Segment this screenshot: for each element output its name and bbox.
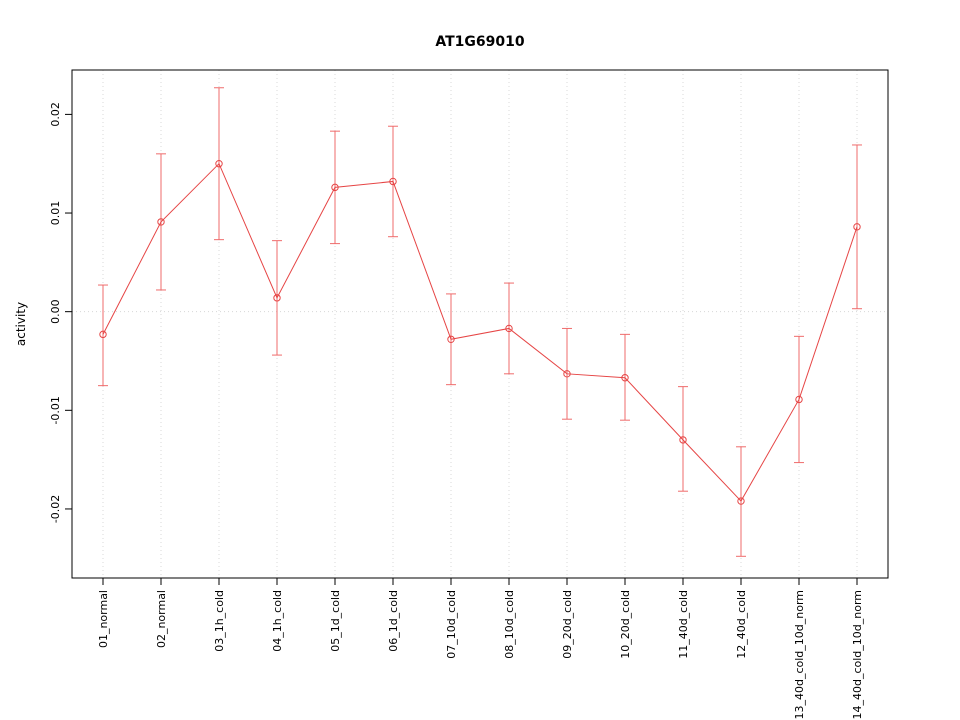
x-tick-label: 07_10d_cold: [445, 590, 458, 659]
x-tick-label: 11_40d_cold: [677, 590, 690, 659]
x-tick-label: 03_1h_cold: [213, 590, 226, 652]
data-point: [621, 374, 629, 382]
x-tick-label: 09_20d_cold: [561, 590, 574, 659]
y-axis-label: activity: [14, 302, 28, 346]
data-point: [99, 330, 107, 339]
x-tick-label: 01_normal: [97, 590, 110, 648]
x-tick-label: 04_1h_cold: [271, 590, 284, 652]
data-point: [273, 294, 281, 302]
data-point: [679, 436, 687, 444]
x-tick-label: 12_40d_cold: [735, 590, 748, 659]
data-point: [737, 497, 745, 505]
y-tick-label: 0.02: [49, 102, 62, 127]
y-tick-label: -0.02: [49, 495, 62, 523]
data-point: [447, 335, 455, 343]
x-tick-label: 13_40d_cold_10d_norm: [793, 590, 806, 720]
data-point: [795, 395, 803, 404]
y-tick-label: 0.01: [49, 201, 62, 226]
y-tick-label: 0.00: [49, 299, 62, 324]
plot-frame: [71, 69, 889, 579]
data-point: [215, 160, 223, 168]
series-line: [102, 162, 858, 502]
x-tick-label: 06_1d_cold: [387, 590, 400, 652]
data-point: [505, 324, 513, 333]
x-tick-label: 14_40d_cold_10d_norm: [851, 590, 864, 720]
data-point: [389, 177, 397, 186]
x-tick-label: 05_1d_cold: [329, 590, 342, 652]
data-point: [331, 183, 339, 192]
x-tick-label: 02_normal: [155, 590, 168, 648]
x-tick-label: 08_10d_cold: [503, 590, 516, 659]
data-point: [157, 218, 165, 226]
chart-title: AT1G69010: [435, 34, 524, 50]
y-tick-label: -0.01: [49, 396, 62, 424]
x-tick-label: 10_20d_cold: [619, 590, 632, 659]
data-point: [853, 223, 861, 231]
data-point: [563, 370, 571, 378]
